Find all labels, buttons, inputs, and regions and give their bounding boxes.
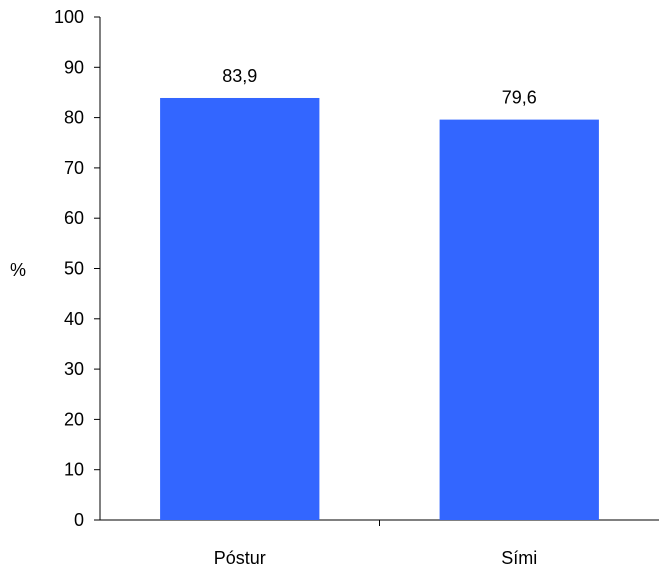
y-tick-label: 20 [64, 409, 84, 429]
data-label-2: 79,6 [502, 88, 537, 108]
category-label-1: Póstur [214, 548, 266, 568]
y-tick-label: 50 [64, 259, 84, 279]
y-tick-label: 90 [64, 57, 84, 77]
y-tick-label: 30 [64, 359, 84, 379]
y-tick-label: 100 [54, 7, 84, 27]
y-tick-label: 0 [74, 510, 84, 530]
y-axis: 0 10 20 30 40 50 60 70 80 90 100 [54, 7, 101, 530]
y-tick-label: 10 [64, 460, 84, 480]
bar-2 [439, 119, 599, 520]
data-labels: 83,9 79,6 [222, 66, 537, 108]
x-axis: Póstur Sími [100, 519, 659, 568]
bar-1 [160, 97, 320, 520]
data-label-1: 83,9 [222, 66, 257, 86]
y-tick-label: 80 [64, 108, 84, 128]
y-tick-label: 40 [64, 309, 84, 329]
y-tick-label: 60 [64, 208, 84, 228]
bars [160, 97, 599, 520]
y-tick-label: 70 [64, 158, 84, 178]
y-axis-title: % [10, 260, 26, 280]
category-label-2: Sími [501, 548, 537, 568]
